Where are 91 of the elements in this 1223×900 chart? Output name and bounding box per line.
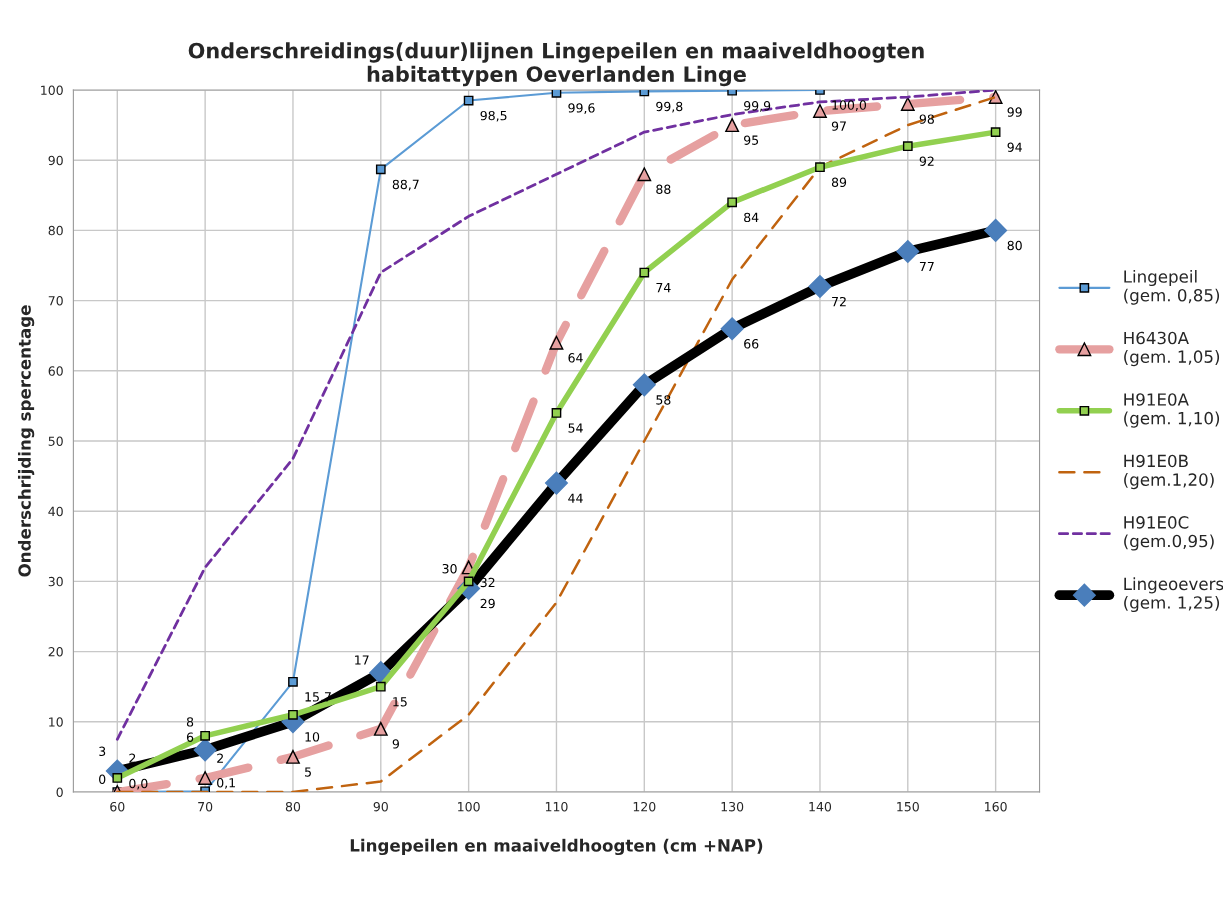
point <box>112 773 123 783</box>
data-label: 94 <box>1007 142 1022 152</box>
point <box>725 118 740 133</box>
y-tick-label: 80 <box>48 225 63 236</box>
data-label: 6 <box>186 732 194 742</box>
data-label: 0,0 <box>129 778 148 790</box>
x-axis-title: Lingepeilen en maaiveldhoogten (cm +NAP) <box>350 838 763 856</box>
point <box>551 408 562 418</box>
data-label: 29 <box>480 598 495 609</box>
point <box>198 771 213 785</box>
data-label: 15 <box>393 697 407 707</box>
point <box>813 104 827 119</box>
point <box>375 681 386 692</box>
point <box>373 721 388 736</box>
y-tick-label: 20 <box>48 647 63 657</box>
point <box>727 197 737 208</box>
data-label: 30 <box>442 563 457 574</box>
data-label: 100,0 <box>832 100 867 112</box>
data-label: 8 <box>186 717 194 727</box>
data-label: 95 <box>744 135 759 145</box>
data-label: 88,7 <box>392 179 419 191</box>
point <box>200 730 210 741</box>
y-tick-label: 30 <box>48 576 63 587</box>
x-tick-label: 150 <box>897 801 919 812</box>
data-label: 72 <box>832 296 846 307</box>
point <box>902 141 913 152</box>
x-tick-label: 160 <box>985 801 1007 812</box>
data-label: 54 <box>568 423 583 433</box>
data-label: 66 <box>744 339 759 349</box>
point <box>375 164 386 175</box>
data-label: 99,9 <box>744 101 771 112</box>
data-label: 74 <box>656 283 671 293</box>
x-tick-label: 80 <box>285 801 301 812</box>
x-tick-label: 70 <box>198 801 213 812</box>
y-tick-label: 70 <box>48 296 63 306</box>
data-label: 77 <box>919 261 934 272</box>
data-label: 2 <box>217 753 223 763</box>
data-label: 99,6 <box>568 103 595 114</box>
data-label: 0,1 <box>217 778 235 789</box>
data-label: 2 <box>129 753 136 763</box>
data-label: 97 <box>831 121 846 131</box>
point <box>900 97 915 111</box>
data-label: 9 <box>392 739 399 749</box>
legend-label: Lingepeil (gem. 0,85) <box>1124 269 1220 305</box>
legend-label: H6430A (gem. 1,05) <box>1124 331 1220 367</box>
y-axis-title: Onderschrijding spercentage <box>17 305 35 577</box>
data-label: 0 <box>99 774 106 785</box>
x-tick-label: 140 <box>809 801 832 812</box>
x-tick-label: 100 <box>458 801 480 812</box>
data-label: 44 <box>568 493 583 503</box>
data-label: 17 <box>355 655 369 665</box>
data-label: 58 <box>656 395 671 405</box>
data-label: 99 <box>1007 107 1022 117</box>
y-tick-label: 50 <box>48 436 63 446</box>
y-tick-label: 90 <box>48 155 63 166</box>
data-label: 92 <box>919 156 934 166</box>
data-label: 98,5 <box>480 110 507 122</box>
x-tick-label: 60 <box>110 801 125 812</box>
data-label: 32 <box>480 577 495 588</box>
point <box>815 162 825 173</box>
y-tick-label: 100 <box>41 85 63 95</box>
x-tick-label: 120 <box>633 801 656 812</box>
data-label: 99,8 <box>656 101 683 113</box>
data-label: 3 <box>99 746 106 757</box>
point <box>990 127 1001 137</box>
data-label: 89 <box>831 177 847 188</box>
point <box>551 90 562 98</box>
data-label: 84 <box>744 212 759 223</box>
y-tick-label: 40 <box>48 506 63 517</box>
x-tick-label: 90 <box>373 801 388 812</box>
data-label: 10 <box>305 732 320 742</box>
legend-label: H91E0B (gem.1,20) <box>1124 454 1214 490</box>
legend-label: Lingeoevers (gem. 1,25) <box>1124 577 1223 613</box>
y-tick-label: 60 <box>48 366 63 376</box>
point <box>637 167 652 182</box>
point <box>549 335 564 350</box>
point <box>286 749 300 764</box>
point <box>288 709 298 720</box>
point <box>639 267 650 278</box>
data-label: 80 <box>1007 240 1022 251</box>
data-label: 5 <box>305 767 311 777</box>
legend-label: H91E0A (gem. 1,10) <box>1124 393 1220 428</box>
point <box>288 676 298 687</box>
x-tick-label: 130 <box>721 801 744 812</box>
data-label: 64 <box>568 353 583 363</box>
x-tick-label: 110 <box>545 801 568 812</box>
chart-title: Onderschreidings(duur)lijnen Lingepeilen en maaiveldhoogten habitattypen Oeverlanden Linge <box>188 42 924 87</box>
y-tick-label: 0 <box>56 787 63 797</box>
legend-label: H91E0C (gem.0,95) <box>1124 516 1214 551</box>
y-tick-label: 10 <box>49 717 63 727</box>
data-label: 88 <box>656 184 671 195</box>
